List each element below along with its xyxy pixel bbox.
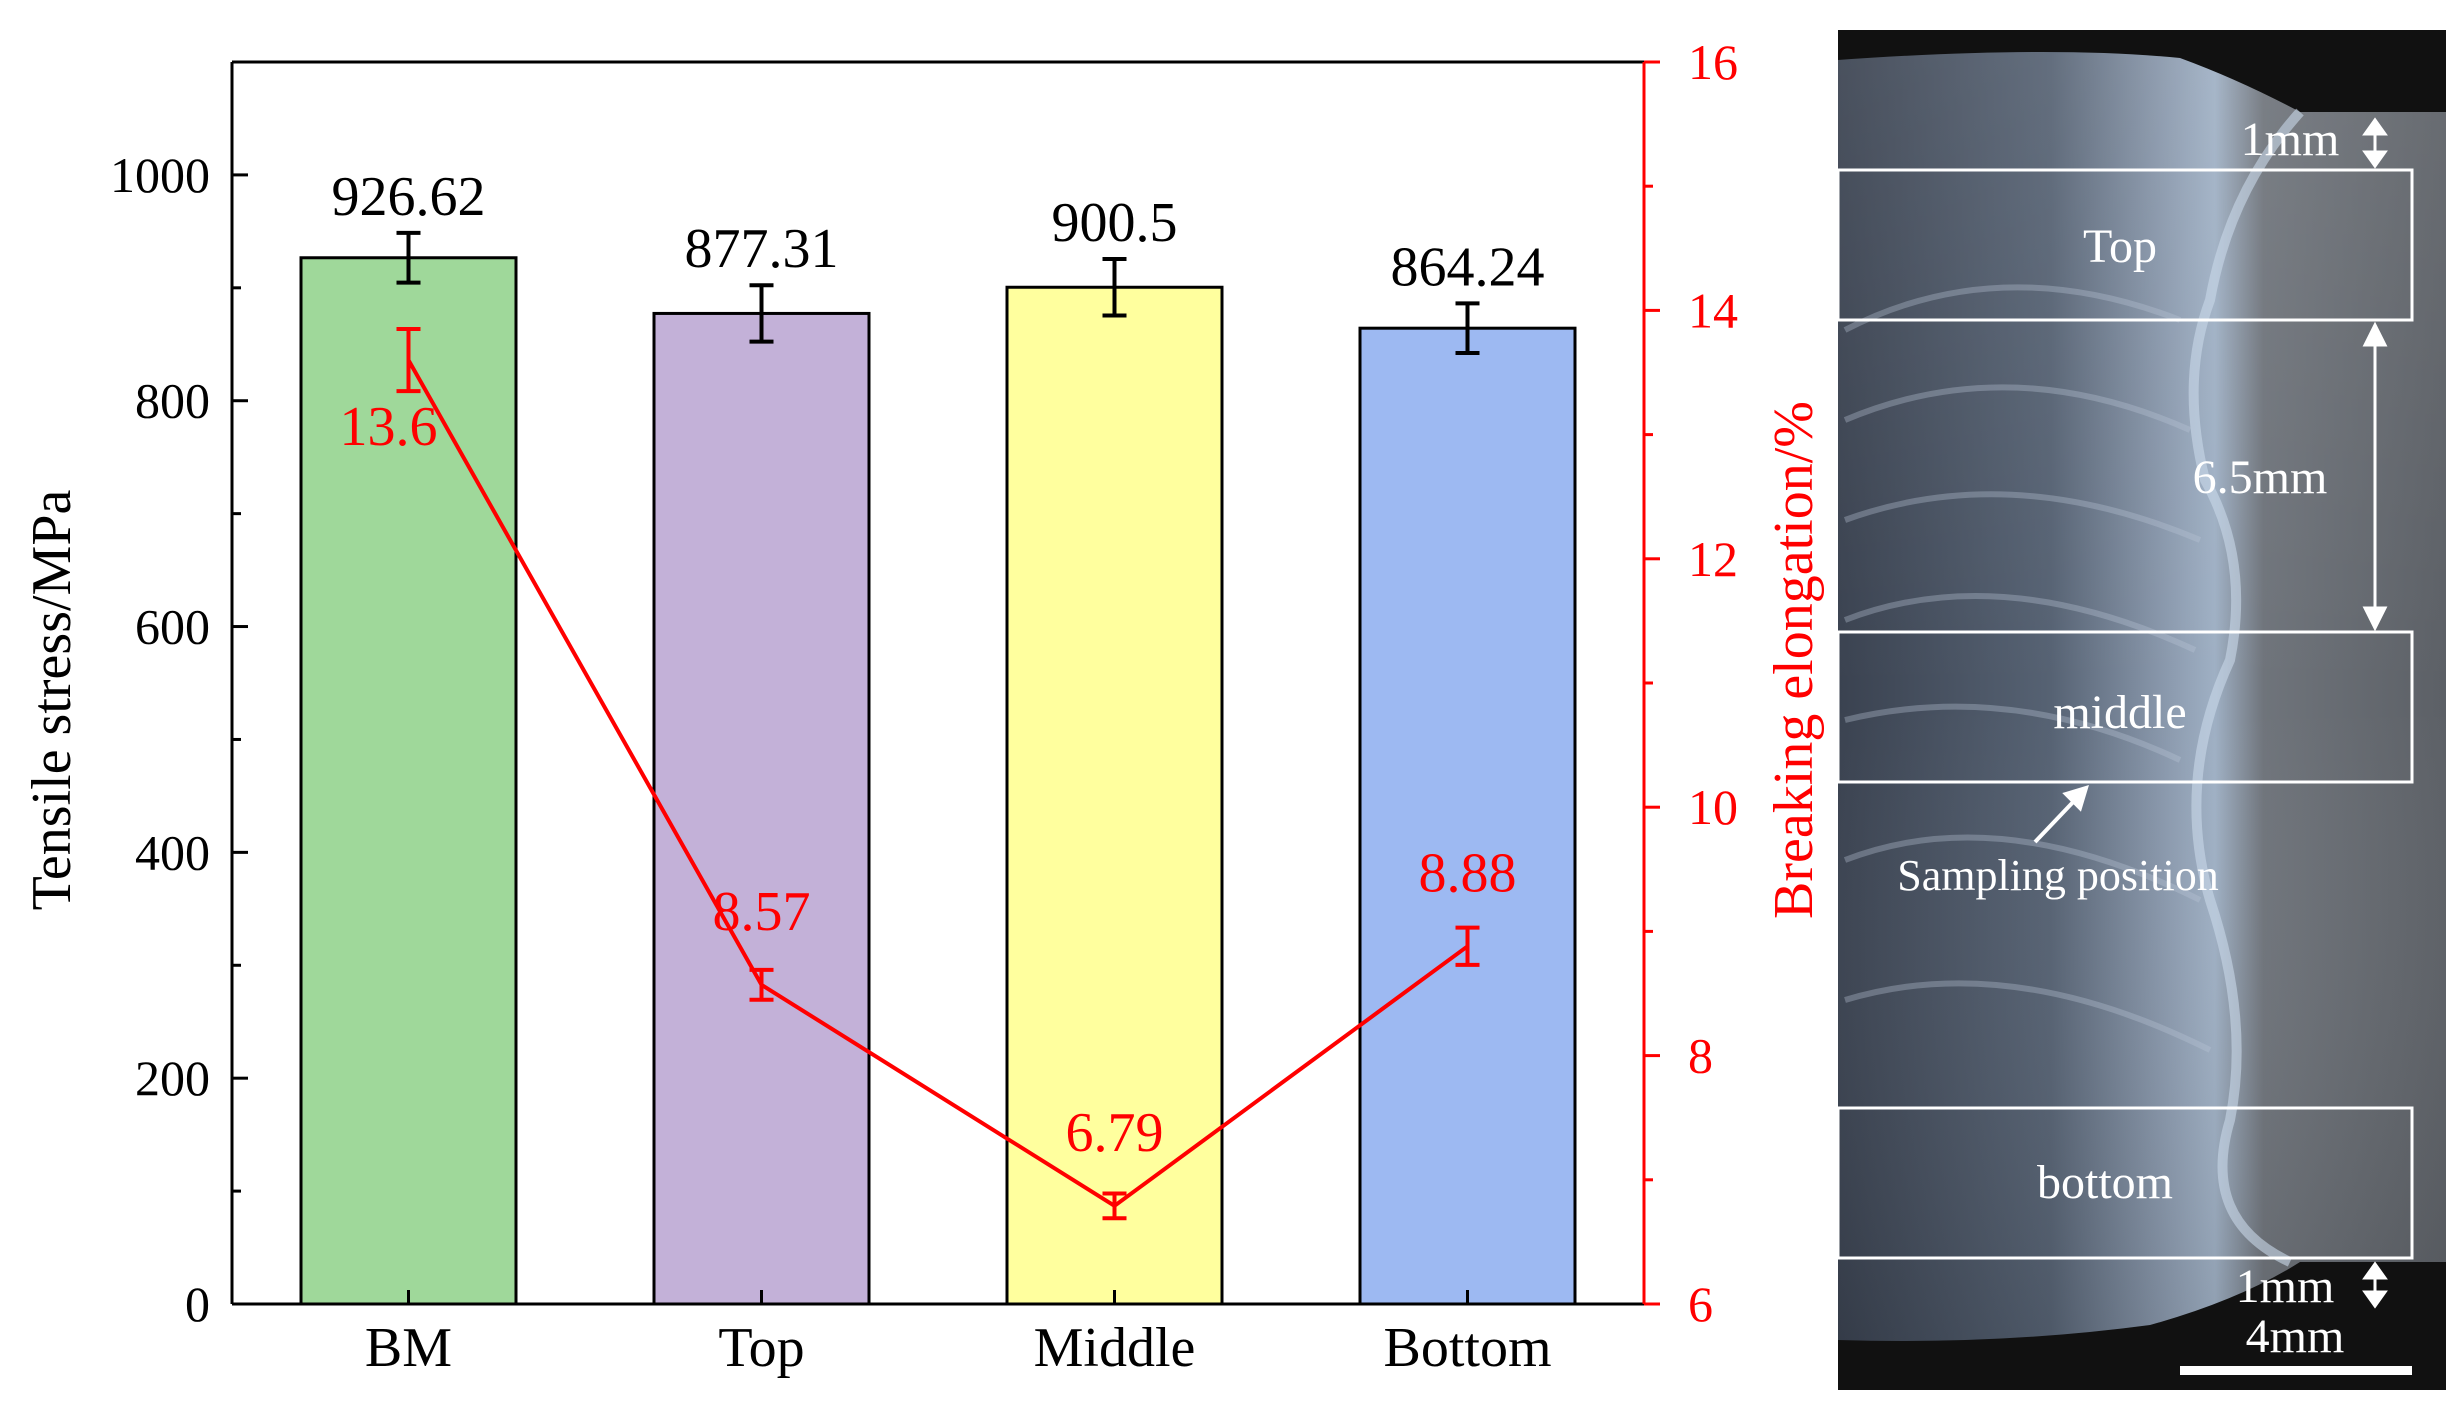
x-tick-label: Top — [718, 1317, 804, 1379]
y-tick-label: 1000 — [110, 147, 210, 203]
x-tick-label: Bottom — [1383, 1317, 1551, 1379]
y2-tick-label: 10 — [1688, 779, 1738, 835]
top-gap-arrow — [2362, 117, 2388, 169]
bar-value-label: 926.62 — [332, 166, 486, 228]
y2-tick-label: 14 — [1688, 282, 1738, 338]
line-value-label: 8.57 — [713, 881, 811, 943]
y-axis-title: Tensile stress/MPa — [21, 490, 83, 911]
bottom-sample-box — [1836, 1106, 2414, 1260]
y2-tick-label: 16 — [1688, 34, 1738, 90]
line-value-labels: 13.6 8.57 6.79 8.88 — [340, 396, 1517, 1164]
top-gap-label: 1mm — [2241, 113, 2340, 166]
bar-top — [652, 311, 871, 1306]
elongation-line — [396, 327, 1480, 1221]
bar-group — [299, 256, 1577, 1306]
y2-tick-label: 6 — [1688, 1276, 1713, 1332]
top-sample-box — [1836, 168, 2414, 322]
plot-area: 926.62 877.31 900.5 864.24 13.6 8.57 6.79 8.88… — [110, 34, 1738, 1379]
middle-sample-box — [1836, 630, 2414, 784]
y-tick-label: 600 — [135, 599, 210, 655]
y-tick-label: 400 — [135, 824, 210, 880]
middle-region-label: middle — [2053, 686, 2186, 739]
y-tick-label: 800 — [135, 373, 210, 429]
bar-value-labels: 926.62 877.31 900.5 864.24 — [332, 166, 1545, 298]
spacing-arrow — [2362, 321, 2388, 632]
bar-value-label: 864.24 — [1391, 236, 1545, 298]
line-value-label: 8.88 — [1419, 842, 1517, 904]
y2-axis-title: Breaking elongation/% — [1763, 401, 1825, 919]
y-tick-label: 200 — [135, 1050, 210, 1106]
bar-value-label: 877.31 — [685, 218, 839, 280]
spacing-label: 6.5mm — [2193, 451, 2328, 504]
bar-error-bars — [396, 230, 1480, 356]
sampling-pointer-arrow — [2033, 785, 2089, 844]
y-tick-label: 0 — [185, 1276, 210, 1332]
line-value-label: 6.79 — [1066, 1102, 1164, 1164]
fusion-boundary — [2188, 108, 2304, 1267]
bottom-region-label: bottom — [2037, 1156, 2173, 1209]
elongation-polyline — [406, 359, 1469, 1209]
bar-middle — [1005, 285, 1224, 1306]
bar-bottom — [1358, 326, 1577, 1306]
axes: 0 200 400 600 800 1000 6 8 10 12 14 16 BM Top Middle Bo… — [110, 34, 1738, 1379]
top-region-label: Top — [2083, 220, 2157, 273]
x-tick-label: Middle — [1034, 1317, 1196, 1379]
micrograph-panel: 1mm Top 6.5mm middle Sampling position b… — [1836, 30, 2446, 1390]
y2-tick-label: 12 — [1688, 531, 1738, 587]
scale-bar-label: 4mm — [2246, 1310, 2345, 1363]
bar-value-label: 900.5 — [1052, 192, 1178, 254]
weld-cross-section-shade — [1838, 51, 2446, 1342]
sampling-position-label: Sampling position — [1897, 851, 2218, 900]
y2-tick-label: 8 — [1688, 1028, 1713, 1084]
x-tick-label: BM — [365, 1317, 452, 1379]
line-value-label: 13.6 — [340, 396, 438, 458]
bottom-gap-label: 1mm — [2236, 1260, 2335, 1313]
bottom-gap-arrow — [2362, 1261, 2388, 1309]
scale-bar — [2180, 1366, 2412, 1375]
bar-bm — [299, 256, 518, 1306]
grain-texture — [1843, 284, 2212, 1053]
